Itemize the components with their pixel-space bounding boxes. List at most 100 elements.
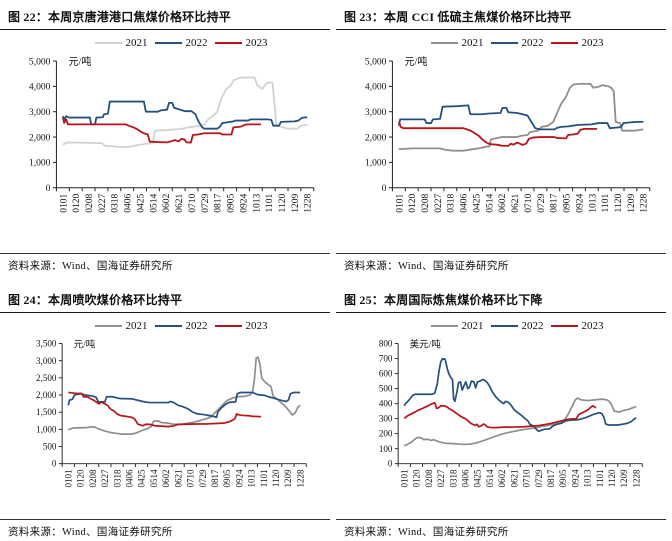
line-chart-pci-coal: 0 500 1,000 1,500 2,000 2,500 3,000 3,500 0101 01… (36, 338, 307, 488)
svg-text:2,000: 2,000 (365, 132, 387, 143)
svg-text:0101: 0101 (399, 469, 409, 487)
svg-text:300: 300 (379, 414, 393, 424)
svg-text:800: 800 (379, 339, 393, 349)
figure-title: 图 24：本周喷吹煤价格环比持平 (8, 293, 183, 307)
svg-text:1,000: 1,000 (36, 424, 57, 434)
legend-label: 2021 (461, 37, 484, 49)
legend-label: 2021 (125, 37, 148, 49)
svg-text:400: 400 (379, 399, 393, 409)
title-underline (0, 312, 330, 313)
legend-swatch-2022-icon (490, 41, 518, 45)
legend-item-2023: 2023 (550, 320, 604, 332)
legend-label: 2022 (185, 37, 208, 49)
svg-text:0227: 0227 (97, 193, 108, 212)
legend-label: 2021 (461, 320, 484, 332)
legend-item-2022: 2022 (154, 320, 208, 332)
figure-title: 图 25：本周国际炼焦煤价格环比下降 (344, 293, 543, 307)
svg-text:1101: 1101 (600, 194, 611, 213)
svg-text:0425: 0425 (473, 469, 483, 488)
svg-text:0425: 0425 (137, 469, 147, 488)
svg-text:1120: 1120 (271, 469, 281, 487)
svg-text:600: 600 (379, 369, 393, 379)
svg-text:3,000: 3,000 (365, 107, 387, 118)
svg-text:0905: 0905 (558, 469, 568, 488)
legend-swatch-2021-icon (430, 41, 458, 45)
title-underline (0, 29, 330, 30)
svg-text:0514: 0514 (149, 469, 159, 488)
svg-text:0101: 0101 (58, 193, 69, 212)
svg-text:0905: 0905 (222, 469, 232, 488)
svg-text:0425: 0425 (471, 193, 482, 212)
svg-text:0924: 0924 (574, 193, 585, 212)
svg-text:1228: 1228 (295, 469, 305, 488)
svg-text:0101: 0101 (394, 193, 405, 212)
legend-label: 2021 (125, 320, 148, 332)
svg-text:2,000: 2,000 (36, 390, 57, 400)
figure-panel-22: 图 22：本周京唐港港口焦煤价格环比持平 2021 2022 2023 0 1,0… (0, 0, 336, 283)
svg-text:500: 500 (43, 442, 57, 452)
svg-text:1013: 1013 (583, 469, 593, 488)
svg-text:1120: 1120 (277, 194, 288, 213)
svg-text:0514: 0514 (484, 193, 495, 212)
svg-text:1101: 1101 (595, 469, 605, 487)
legend-swatch-2023-icon (214, 324, 242, 328)
svg-text:0817: 0817 (549, 193, 560, 212)
svg-text:4,000: 4,000 (29, 82, 51, 93)
legend-label: 2022 (521, 37, 544, 49)
svg-text:1101: 1101 (264, 194, 275, 213)
legend-label: 2023 (245, 320, 268, 332)
svg-text:0729: 0729 (536, 193, 547, 212)
legend-item-2021: 2021 (430, 37, 484, 49)
svg-text:1209: 1209 (290, 193, 301, 212)
svg-text:0406: 0406 (461, 469, 471, 488)
svg-text:0621: 0621 (509, 469, 519, 487)
svg-text:0817: 0817 (546, 469, 556, 488)
source-divider (0, 519, 330, 520)
svg-text:1209: 1209 (626, 193, 637, 212)
legend-label: 2023 (581, 37, 604, 49)
title-underline (336, 312, 666, 313)
svg-text:0602: 0602 (161, 193, 172, 212)
svg-text:500: 500 (379, 384, 393, 394)
svg-text:200: 200 (379, 429, 393, 439)
line-chart-cci-low-sulfur-coking-coal: 0 1,000 2,000 3,000 4,000 5,000 0101 0120 0208 02… (365, 55, 651, 213)
source-note: 资料来源：Wind、国海证券研究所 (344, 527, 509, 538)
title-underline (336, 29, 666, 30)
chart-legend: 2021 2022 2023 (30, 37, 332, 49)
figure-panel-23: 图 23：本周 CCI 低硫主焦煤价格环比持平 2021 2022 2023 0… (336, 0, 672, 283)
svg-text:0729: 0729 (200, 193, 211, 212)
svg-text:1,500: 1,500 (36, 407, 57, 417)
legend-label: 2023 (245, 37, 268, 49)
svg-text:0425: 0425 (135, 193, 146, 212)
svg-text:0924: 0924 (238, 193, 249, 212)
chart-legend: 2021 2022 2023 (366, 37, 668, 49)
svg-text:0514: 0514 (148, 193, 159, 212)
svg-text:元/吨: 元/吨 (404, 55, 427, 68)
legend-item-2023: 2023 (214, 37, 268, 49)
svg-text:1013: 1013 (247, 469, 257, 488)
svg-text:0621: 0621 (174, 193, 185, 212)
svg-text:0905: 0905 (226, 193, 237, 212)
source-divider (0, 253, 330, 254)
source-block: 资料来源：Wind、国海证券研究所 (0, 519, 332, 539)
legend-item-2021: 2021 (94, 320, 148, 332)
svg-text:0318: 0318 (448, 469, 458, 488)
svg-text:0602: 0602 (497, 469, 507, 488)
chart-legend: 2021 2022 2023 (366, 320, 668, 332)
figure-title: 图 23：本周 CCI 低硫主焦煤价格环比持平 (344, 10, 572, 24)
legend-label: 2022 (185, 320, 208, 332)
svg-text:2,000: 2,000 (29, 132, 51, 143)
legend-label: 2022 (521, 320, 544, 332)
line-chart-jingtang-coking-coal: 0 1,000 2,000 3,000 4,000 5,000 0101 0120 0208 02… (29, 55, 315, 213)
svg-text:1101: 1101 (259, 469, 269, 487)
svg-text:0602: 0602 (161, 469, 171, 488)
svg-text:1120: 1120 (607, 469, 617, 487)
svg-text:5,000: 5,000 (29, 56, 51, 67)
svg-text:1,000: 1,000 (29, 158, 51, 169)
svg-text:0208: 0208 (88, 469, 98, 488)
source-note: 资料来源：Wind、国海证券研究所 (8, 261, 173, 272)
svg-text:0621: 0621 (173, 469, 183, 487)
source-divider (336, 253, 666, 254)
svg-text:0406: 0406 (123, 193, 134, 212)
